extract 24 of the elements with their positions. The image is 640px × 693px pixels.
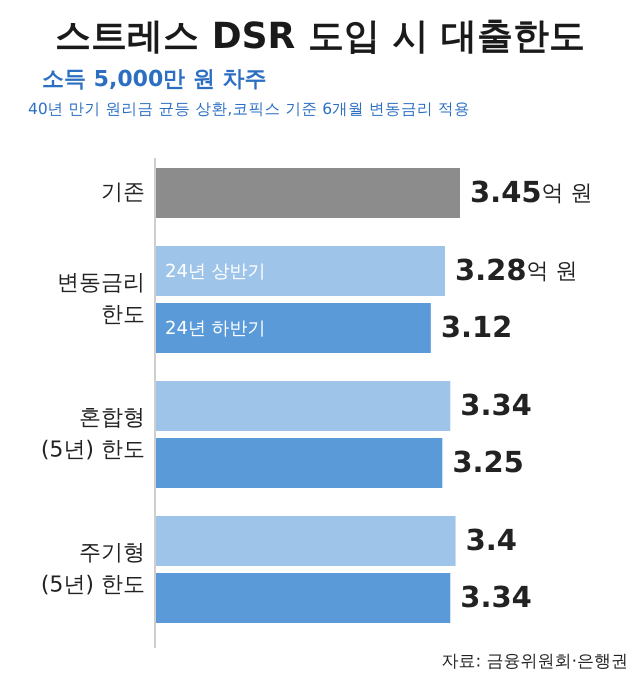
y-tick-label: 변동금리 한도 xyxy=(57,270,145,328)
bar xyxy=(155,438,442,488)
chart-title: 스트레스 DSR 도입 시 대출한도 xyxy=(55,16,585,57)
bar xyxy=(155,516,456,566)
data-label: 3.45억 원 xyxy=(470,174,593,209)
bar xyxy=(155,168,460,218)
chart-subtitle: 소득 5,000만 원 차주 xyxy=(42,67,267,92)
data-label: 3.12 xyxy=(440,310,512,344)
data-label: 3.34 xyxy=(460,580,532,614)
data-label: 3.34 xyxy=(460,388,532,422)
data-label: 3.25 xyxy=(452,444,524,479)
series-label: 24년 하반기 xyxy=(165,318,266,339)
text: 40년 만기 원리금 균등 상환,코픽스 기준 6개월 변동금리 적용 xyxy=(28,100,470,118)
bar xyxy=(155,573,450,623)
data-label: 3.4 xyxy=(466,522,517,557)
y-tick-label: 혼합형 (5년) 한도 xyxy=(40,406,145,463)
series-label: 24년 상반기 xyxy=(165,260,266,282)
bar xyxy=(155,381,450,431)
data-label: 3.28억 원 xyxy=(454,252,578,287)
y-tick-label: 기존 xyxy=(101,180,145,206)
text: 자료: 금융위원회·은행권 xyxy=(441,652,628,672)
bar xyxy=(155,303,431,353)
y-tick-label: 주기형 (5년) 한도 xyxy=(40,540,145,598)
bar xyxy=(155,246,445,296)
